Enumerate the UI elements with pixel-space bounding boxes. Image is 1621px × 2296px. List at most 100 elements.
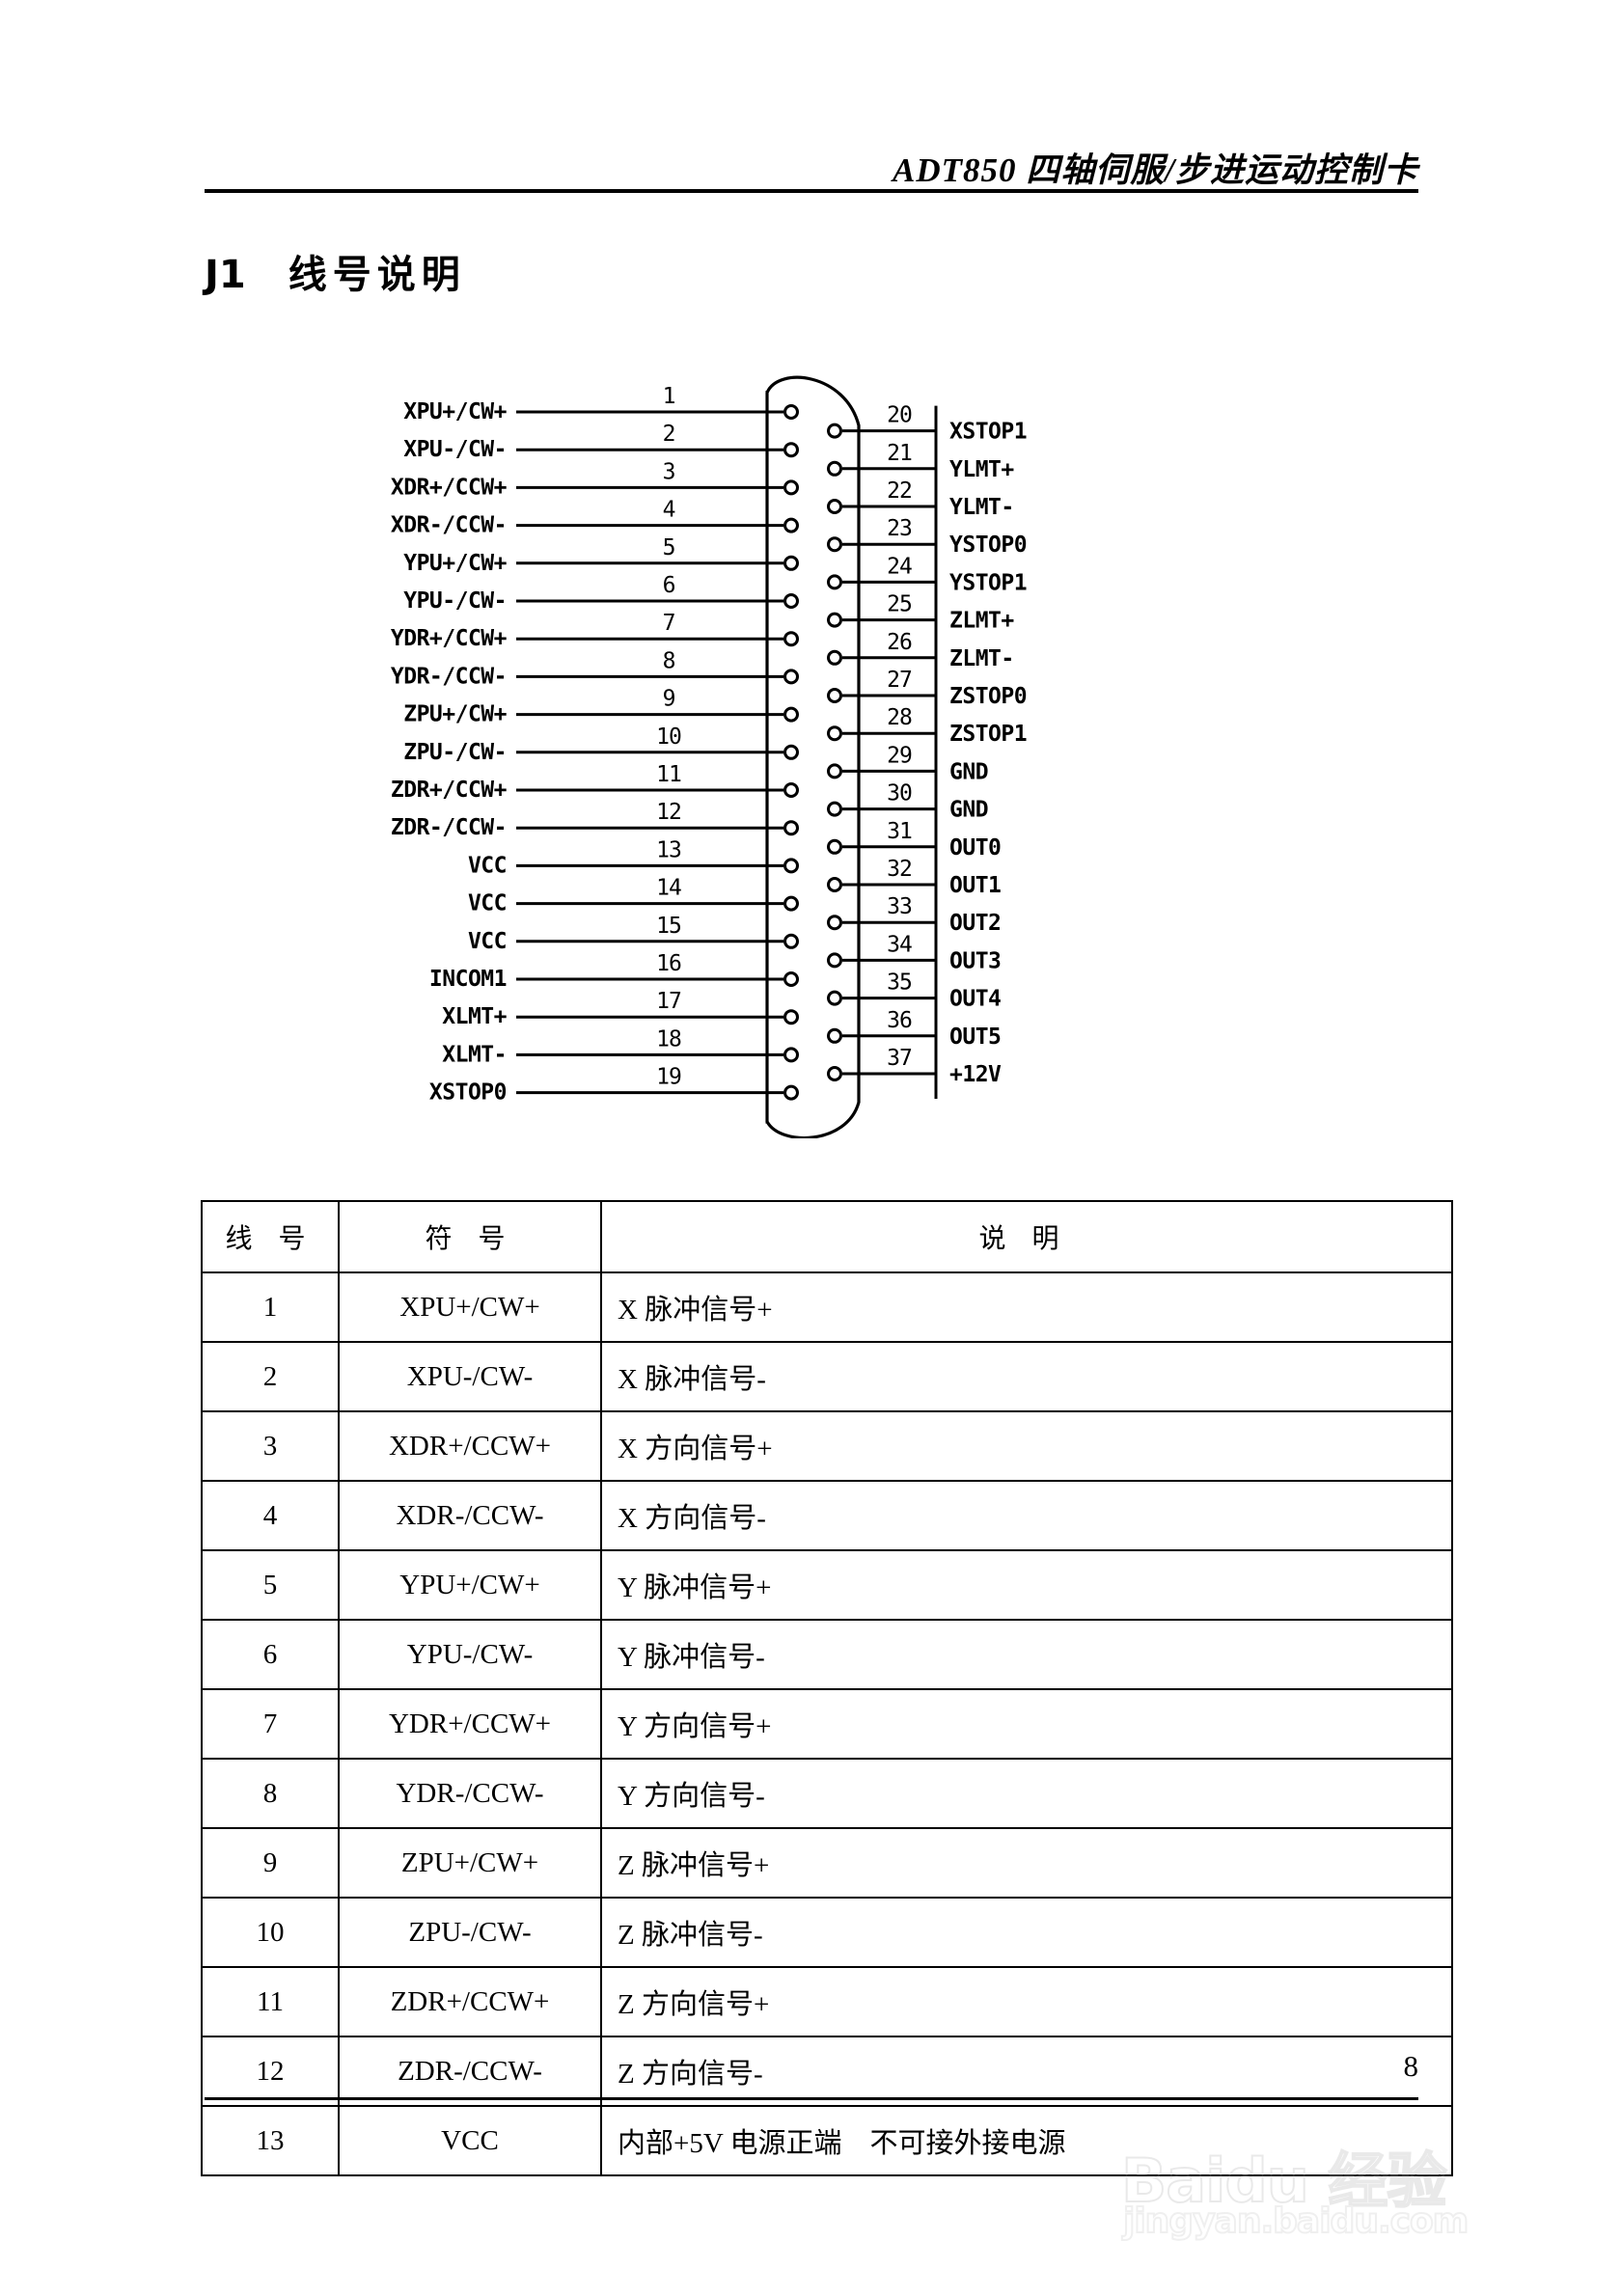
cell-wire-no: 11: [201, 1966, 340, 2037]
pin-number-right: 37: [887, 1046, 912, 1071]
cell-wire-no: 8: [201, 1758, 340, 1829]
pin-number-left: 1: [663, 384, 675, 409]
pin-contact-right: [827, 763, 842, 779]
pin-label-left: XDR+/CCW+: [391, 475, 508, 500]
pin-contact-left: [783, 479, 799, 496]
pin-contact-right: [827, 1066, 842, 1081]
table-row: 3 XDR+/CCW+ X 方向信号+: [201, 1410, 1453, 1482]
table-row: 2 XPU-/CW- X 脉冲信号-: [201, 1341, 1453, 1412]
pin-contact-right: [827, 536, 842, 553]
table-row: 1 XPU+/CW+ X 脉冲信号+: [201, 1271, 1453, 1343]
pin-label-left: INCOM1: [429, 967, 507, 992]
pin-label-right: ZSTOP1: [949, 722, 1027, 747]
pin-contact-right: [827, 612, 842, 628]
pin-label-right: OUT2: [949, 911, 1001, 936]
pin-contact-right: [827, 574, 842, 590]
pin-number-right: 26: [887, 630, 912, 655]
pin-number-right: 27: [887, 668, 912, 693]
table-header-row: 线 号 符 号 说 明: [201, 1200, 1453, 1273]
column-header-wire-no: 线 号: [201, 1200, 340, 1273]
pin-label-right: ZSTOP0: [949, 684, 1027, 709]
pin-number-left: 8: [663, 648, 675, 673]
pin-label-right: YLMT+: [949, 457, 1014, 482]
cell-symbol: ZPU-/CW-: [338, 1897, 602, 1968]
pin-number-right: 24: [887, 554, 912, 579]
pin-label-left: YDR+/CCW+: [391, 626, 508, 651]
cell-symbol: ZPU+/CW+: [338, 1827, 602, 1899]
pin-number-left: 16: [656, 951, 681, 976]
pin-label-left: XLMT+: [442, 1004, 507, 1029]
table-row: 11 ZDR+/CCW+ Z 方向信号+: [201, 1966, 1453, 2037]
pin-label-right: +12V: [949, 1062, 1002, 1087]
pin-label-right: ZLMT-: [949, 646, 1014, 671]
cell-symbol: YDR-/CCW-: [338, 1758, 602, 1829]
pin-contact-right: [827, 1027, 842, 1044]
pin-contact-left: [783, 706, 799, 723]
pin-number-left: 17: [656, 989, 681, 1014]
cell-wire-no: 10: [201, 1897, 340, 1968]
cell-wire-no: 7: [201, 1688, 340, 1760]
cell-description: X 脉冲信号-: [600, 1341, 1453, 1412]
pin-contact-right: [827, 460, 842, 477]
cell-description: X 方向信号-: [600, 1480, 1453, 1551]
pin-label-left: VCC: [468, 853, 507, 878]
cell-wire-no: 1: [201, 1271, 340, 1343]
pin-number-right: 28: [887, 705, 912, 730]
pin-contact-right: [827, 801, 842, 817]
page-title: J1 线号说明: [205, 243, 466, 299]
pin-contact-left: [783, 971, 799, 987]
pin-label-right: OUT5: [949, 1025, 1001, 1050]
pin-contact-left: [783, 555, 799, 571]
page-number: 8: [1403, 2049, 1419, 2083]
pin-number-right: 35: [887, 970, 912, 996]
pin-number-right: 32: [887, 857, 912, 882]
pin-number-right: 36: [887, 1008, 912, 1033]
cell-description: 内部+5V 电源正端 不可接外接电源: [600, 2105, 1453, 2176]
cell-description: Z 方向信号-: [600, 2036, 1453, 2107]
pin-contact-left: [783, 517, 799, 533]
pin-label-right: GND: [949, 798, 988, 823]
pin-label-left: ZPU+/CW+: [403, 702, 507, 727]
pin-contact-left: [783, 593, 799, 609]
pin-number-left: 13: [656, 837, 681, 862]
pin-contact-right: [827, 877, 842, 892]
pin-label-right: YSTOP0: [949, 533, 1027, 558]
pin-number-left: 7: [663, 611, 675, 636]
pin-label-left: XPU+/CW+: [403, 399, 507, 424]
pin-label-left: VCC: [468, 929, 507, 954]
pin-number-right: 22: [887, 478, 912, 504]
watermark-url: jingyan.baidu.com: [1122, 2200, 1470, 2242]
pin-label-right: ZLMT+: [949, 609, 1014, 634]
pin-contact-left: [783, 404, 799, 420]
pin-contact-left: [783, 744, 799, 760]
cell-wire-no: 4: [201, 1480, 340, 1551]
cell-description: X 方向信号+: [600, 1410, 1453, 1482]
table-header: 线 号 符 号 说 明: [201, 1200, 1453, 1273]
pin-number-left: 2: [663, 422, 675, 447]
footer-rule: [205, 2097, 1418, 2100]
section-label: 线号说明: [288, 253, 466, 297]
connector-pinout-diagram: XPU+/CW+ 1 XPU-/CW- 2 XDR+/CCW+ 3 XDR-/CCW- 4 YP…: [318, 357, 1129, 1138]
pin-label-left: VCC: [468, 891, 507, 916]
header-rule: [205, 189, 1418, 193]
cell-wire-no: 12: [201, 2036, 340, 2107]
cell-description: Z 方向信号+: [600, 1966, 1453, 2037]
pin-number-left: 5: [663, 535, 675, 560]
pin-contact-right: [827, 990, 842, 1006]
pinout-svg: XPU+/CW+ 1 XPU-/CW- 2 XDR+/CCW+ 3 XDR-/CCW- 4 YP…: [391, 375, 1028, 1138]
cell-symbol: ZDR-/CCW-: [338, 2036, 602, 2107]
cell-wire-no: 5: [201, 1549, 340, 1621]
cell-description: Y 方向信号+: [600, 1688, 1453, 1760]
pin-number-left: 3: [663, 459, 675, 484]
pin-contact-left: [783, 669, 799, 685]
cell-wire-no: 13: [201, 2105, 340, 2176]
pin-contact-right: [827, 688, 842, 703]
pin-number-right: 21: [887, 441, 912, 466]
pin-number-right: 20: [887, 403, 912, 428]
pin-number-left: 11: [656, 762, 681, 787]
pin-label-left: XDR-/CCW-: [391, 513, 507, 538]
cell-symbol: YPU-/CW-: [338, 1619, 602, 1690]
cell-wire-no: 9: [201, 1827, 340, 1899]
pin-label-left: XLMT-: [442, 1042, 507, 1067]
